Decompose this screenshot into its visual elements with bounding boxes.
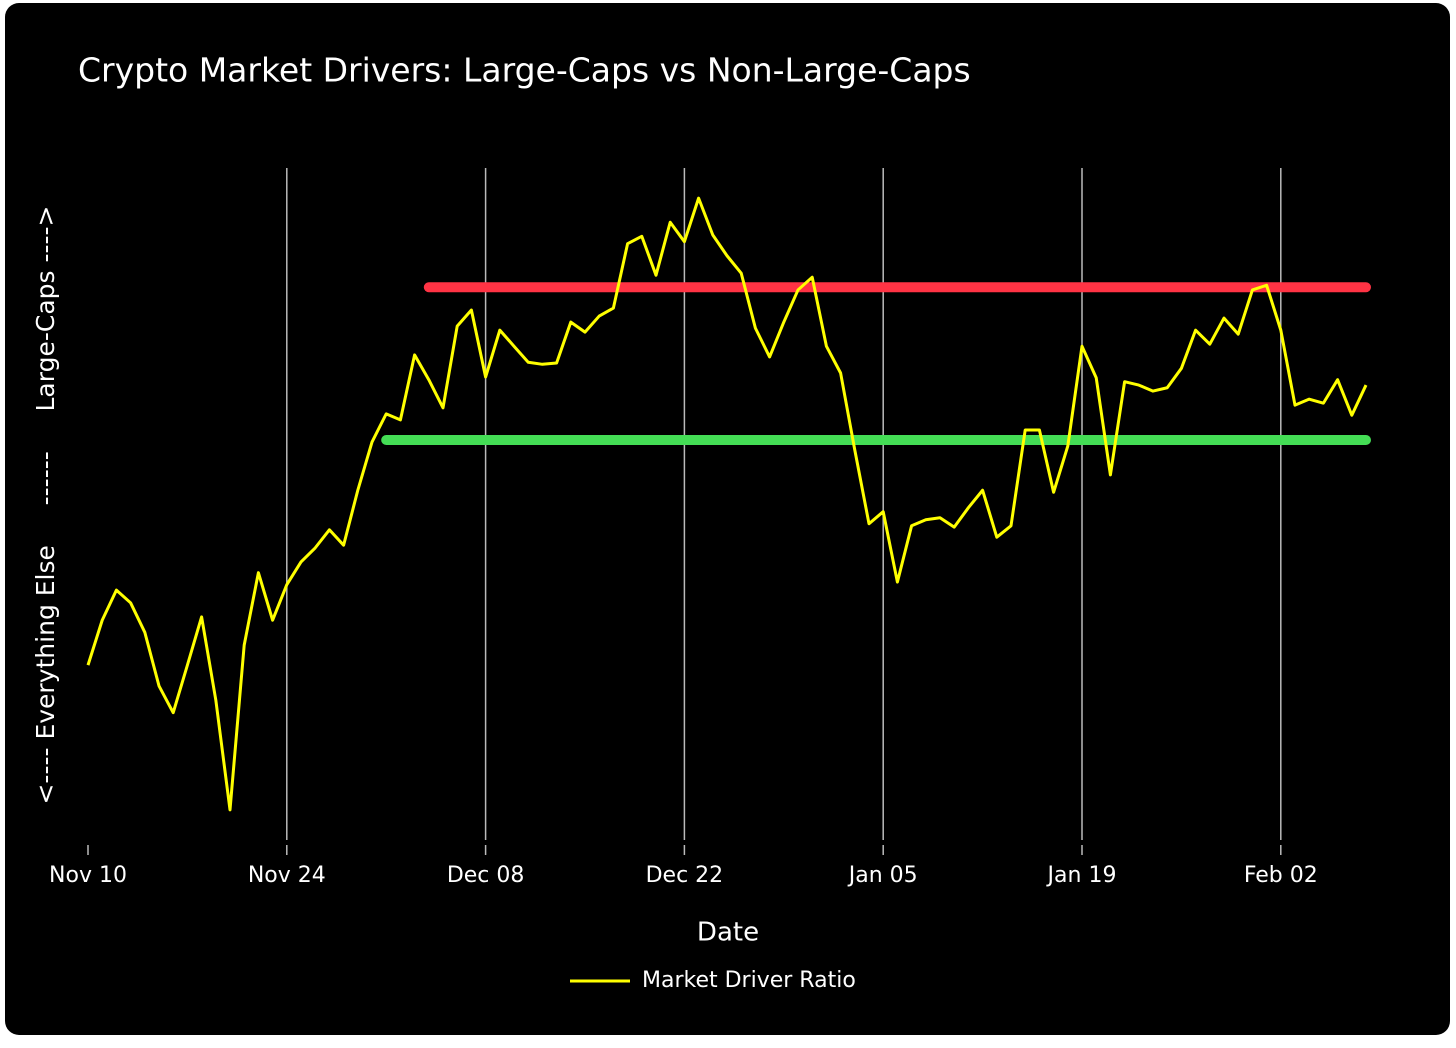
x-tick-label: Jan 19 [1046, 863, 1117, 888]
chart-title: Crypto Market Drivers: Large-Caps vs Non… [78, 51, 971, 90]
y-axis-label: <---- Everything Else ------ Large-Caps … [31, 205, 60, 804]
x-tick-label: Dec 08 [447, 863, 525, 888]
chart-background [5, 3, 1450, 1035]
x-tick-label: Feb 02 [1244, 863, 1318, 888]
x-tick-label: Jan 05 [847, 863, 918, 888]
x-tick-label: Nov 24 [248, 863, 326, 888]
x-tick-label: Nov 10 [49, 863, 127, 888]
data-line [86, 196, 1368, 812]
x-axis-label: Date [697, 918, 759, 948]
x-tick-label: Dec 22 [646, 863, 724, 888]
legend-label: Market Driver Ratio [642, 968, 856, 993]
